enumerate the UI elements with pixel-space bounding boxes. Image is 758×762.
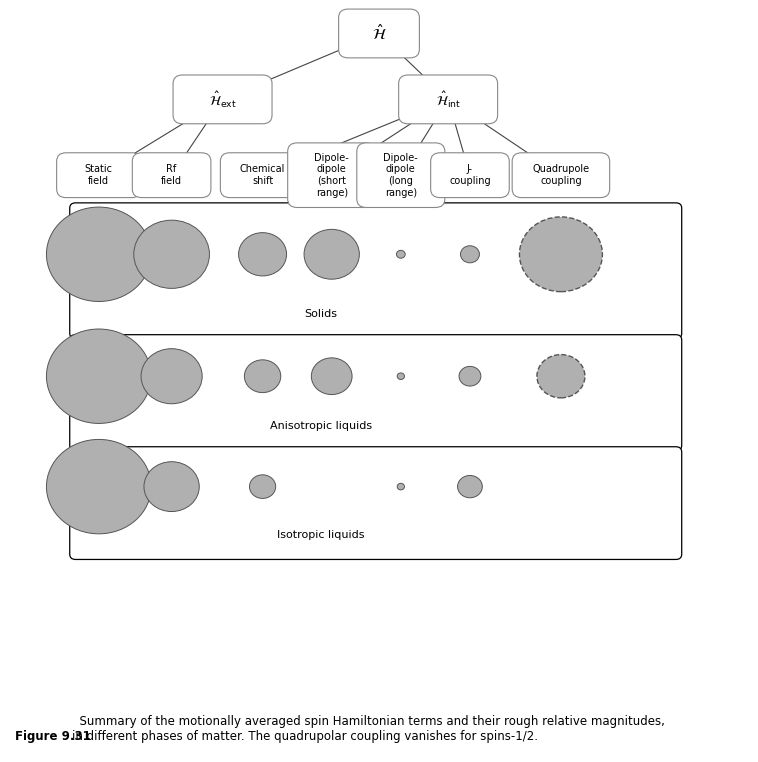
Text: Chemical
shift: Chemical shift: [240, 165, 285, 186]
FancyBboxPatch shape: [70, 335, 681, 450]
Ellipse shape: [397, 373, 405, 379]
Text: Isotropic liquids: Isotropic liquids: [277, 530, 365, 539]
FancyBboxPatch shape: [133, 152, 211, 197]
Ellipse shape: [458, 475, 482, 498]
Text: Static
field: Static field: [85, 165, 113, 186]
Ellipse shape: [46, 440, 152, 534]
FancyBboxPatch shape: [357, 143, 445, 207]
Text: Dipole-
dipole
(short
range): Dipole- dipole (short range): [315, 153, 349, 197]
FancyBboxPatch shape: [70, 447, 681, 559]
Ellipse shape: [239, 232, 287, 276]
Text: Summary of the motionally averaged spin Hamiltonian terms and their rough relati: Summary of the motionally averaged spin …: [72, 715, 665, 743]
Ellipse shape: [133, 220, 209, 288]
Ellipse shape: [249, 475, 276, 498]
FancyBboxPatch shape: [57, 152, 141, 197]
Ellipse shape: [461, 246, 479, 263]
Ellipse shape: [397, 483, 405, 490]
Ellipse shape: [312, 358, 352, 395]
FancyBboxPatch shape: [70, 203, 681, 338]
FancyBboxPatch shape: [339, 9, 419, 58]
Text: $\hat{\mathcal{H}}_{\rm int}$: $\hat{\mathcal{H}}_{\rm int}$: [436, 89, 461, 110]
Text: Dipole-
dipole
(long
range): Dipole- dipole (long range): [384, 153, 418, 197]
Ellipse shape: [244, 360, 280, 392]
Ellipse shape: [519, 217, 603, 292]
Text: Rf
field: Rf field: [161, 165, 182, 186]
FancyBboxPatch shape: [399, 75, 497, 123]
FancyBboxPatch shape: [431, 152, 509, 197]
Ellipse shape: [144, 462, 199, 511]
Ellipse shape: [537, 354, 585, 398]
FancyBboxPatch shape: [221, 152, 305, 197]
Ellipse shape: [46, 329, 152, 424]
Text: Figure 9.31: Figure 9.31: [15, 730, 91, 743]
Ellipse shape: [46, 207, 152, 302]
FancyBboxPatch shape: [288, 143, 376, 207]
Text: Anisotropic liquids: Anisotropic liquids: [270, 421, 372, 431]
FancyBboxPatch shape: [173, 75, 272, 123]
Ellipse shape: [459, 367, 481, 386]
Ellipse shape: [141, 349, 202, 404]
Ellipse shape: [304, 229, 359, 279]
Text: Solids: Solids: [304, 309, 337, 319]
Text: J-
coupling: J- coupling: [449, 165, 490, 186]
Text: $\hat{\mathcal{H}}_{\rm ext}$: $\hat{\mathcal{H}}_{\rm ext}$: [208, 89, 236, 110]
Text: Quadrupole
coupling: Quadrupole coupling: [532, 165, 590, 186]
Ellipse shape: [396, 251, 406, 258]
FancyBboxPatch shape: [512, 152, 609, 197]
Text: $\hat{\mathcal{H}}$: $\hat{\mathcal{H}}$: [371, 24, 387, 43]
